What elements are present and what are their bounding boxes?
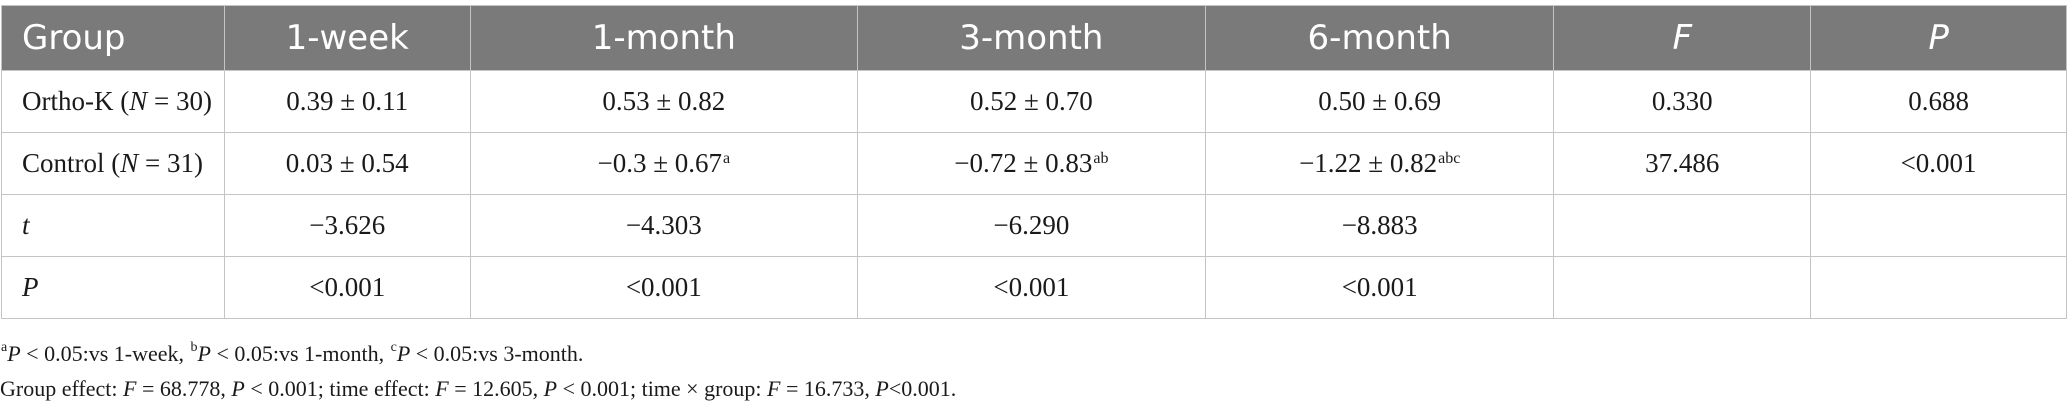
results-table-container: Group 1-week 1-month 3-month 6-month F P… xyxy=(0,5,2068,319)
footnote-p: P xyxy=(231,376,245,401)
table-row-control: Control (N = 31) 0.03 ± 0.54 −0.3 ± 0.67… xyxy=(1,132,2067,195)
cell-t-3-month: −6.290 xyxy=(856,194,1207,257)
footnote-text: < 0.05:vs 3-month. xyxy=(410,341,584,366)
cell-t-f xyxy=(1553,194,1812,257)
footnote-marker-a: a xyxy=(1,340,8,355)
footnote-text: < 0.001; time × group: xyxy=(557,376,768,401)
footnote-text: = 16.733, xyxy=(780,376,876,401)
footnote-text: Group effect: xyxy=(0,376,123,401)
row-label-count: = 31) xyxy=(138,148,203,178)
footnote-f: F xyxy=(123,376,137,401)
row-label-t: t xyxy=(1,194,225,257)
table-row-ortho-k: Ortho-K (N = 30) 0.39 ± 0.11 0.53 ± 0.82… xyxy=(1,70,2067,133)
results-table: Group 1-week 1-month 3-month 6-month F P… xyxy=(1,5,2067,319)
cell-p-1-week: <0.001 xyxy=(223,256,471,319)
header-1-week: 1-week xyxy=(223,5,471,71)
footnote-text: = 68.778, xyxy=(136,376,232,401)
cell-ortho-k-1-week: 0.39 ± 0.11 xyxy=(223,70,471,133)
header-group: Group xyxy=(1,5,225,71)
footnote-text: < 0.001; time effect: xyxy=(244,376,436,401)
header-6-month: 6-month xyxy=(1205,5,1555,71)
cell-control-f: 37.486 xyxy=(1553,132,1812,195)
footnote-p: P xyxy=(7,341,21,366)
row-label-text: Control ( xyxy=(22,148,121,178)
footnote-text: < 0.05:vs 1-month, xyxy=(210,341,390,366)
cell-p-3-month: <0.001 xyxy=(856,256,1207,319)
cell-control-p: <0.001 xyxy=(1810,132,2067,195)
footnote-marker-c: c xyxy=(390,340,397,355)
row-label-n: N xyxy=(120,148,139,178)
cell-value: −0.72 ± 0.83 xyxy=(954,148,1093,178)
superscript-marker: a xyxy=(723,150,731,167)
footnote-p: P xyxy=(197,341,211,366)
footnote-p: P xyxy=(543,376,558,401)
cell-ortho-k-3-month: 0.52 ± 0.70 xyxy=(856,70,1207,133)
cell-p-f xyxy=(1553,256,1812,319)
footnote-text: < 0.05:vs 1-week, xyxy=(20,341,190,366)
table-row-t: t −3.626 −4.303 −6.290 −8.883 xyxy=(1,194,2067,257)
table-header: Group 1-week 1-month 3-month 6-month F P xyxy=(1,5,2067,71)
footnote-p: P xyxy=(396,341,411,366)
row-label-ortho-k: Ortho-K (N = 30) xyxy=(1,70,225,133)
cell-p-1-month: <0.001 xyxy=(469,256,858,319)
header-f: F xyxy=(1553,5,1812,71)
footnote-f: F xyxy=(767,376,781,401)
header-1-month: 1-month xyxy=(469,5,858,71)
cell-ortho-k-6-month: 0.50 ± 0.69 xyxy=(1205,70,1555,133)
cell-t-1-week: −3.626 xyxy=(223,194,471,257)
header-row: Group 1-week 1-month 3-month 6-month F P xyxy=(1,5,2067,71)
cell-control-1-month: −0.3 ± 0.67a xyxy=(469,132,858,195)
row-label-count: = 30) xyxy=(147,86,212,116)
cell-control-1-week: 0.03 ± 0.54 xyxy=(223,132,471,195)
superscript-marker: abc xyxy=(1438,150,1461,167)
row-label-control: Control (N = 31) xyxy=(1,132,225,195)
table-row-p: P <0.001 <0.001 <0.001 <0.001 xyxy=(1,256,2067,319)
footnote-effects: Group effect: F = 68.778, P < 0.001; tim… xyxy=(0,376,956,402)
cell-value: 0.50 ± 0.69 xyxy=(1318,86,1442,116)
cell-ortho-k-p: 0.688 xyxy=(1810,70,2067,133)
footnote-f: F xyxy=(435,376,449,401)
cell-t-p xyxy=(1810,194,2067,257)
row-label-text: Ortho-K ( xyxy=(22,86,130,116)
footnote-text: <0.001. xyxy=(888,376,957,401)
table-body: Ortho-K (N = 30) 0.39 ± 0.11 0.53 ± 0.82… xyxy=(1,70,2067,319)
cell-t-6-month: −8.883 xyxy=(1205,194,1555,257)
row-label-p: P xyxy=(1,256,225,319)
cell-value: −0.3 ± 0.67 xyxy=(597,148,723,178)
cell-ortho-k-1-month: 0.53 ± 0.82 xyxy=(469,70,858,133)
cell-value: 0.53 ± 0.82 xyxy=(602,86,726,116)
header-p: P xyxy=(1810,5,2067,71)
cell-value: 0.52 ± 0.70 xyxy=(969,86,1093,116)
cell-ortho-k-f: 0.330 xyxy=(1553,70,1812,133)
footnote-significance: aP < 0.05:vs 1-week, bP < 0.05:vs 1-mont… xyxy=(0,340,584,367)
row-label-n: N xyxy=(129,86,148,116)
cell-p-6-month: <0.001 xyxy=(1205,256,1555,319)
footnote-p: P xyxy=(875,376,889,401)
footnote-text: = 12.605, xyxy=(448,376,544,401)
cell-control-6-month: −1.22 ± 0.82abc xyxy=(1205,132,1555,195)
cell-value: −1.22 ± 0.82 xyxy=(1299,148,1438,178)
superscript-marker: ab xyxy=(1093,150,1109,167)
cell-t-1-month: −4.303 xyxy=(469,194,858,257)
cell-p-p xyxy=(1810,256,2067,319)
footnote-marker-b: b xyxy=(190,340,198,355)
cell-control-3-month: −0.72 ± 0.83ab xyxy=(856,132,1207,195)
header-3-month: 3-month xyxy=(856,5,1207,71)
